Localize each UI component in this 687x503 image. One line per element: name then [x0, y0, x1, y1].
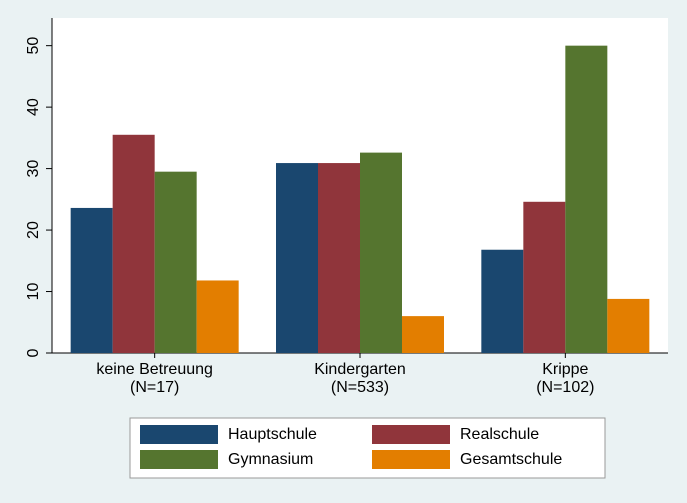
legend-label: Realschule [460, 426, 539, 443]
legend-swatch [140, 450, 218, 469]
bar [481, 249, 524, 353]
x-tick-label: (N=17) [130, 379, 179, 396]
y-tick-label: 30 [25, 160, 42, 178]
legend-swatch [372, 425, 450, 444]
legend-label: Gesamtschule [460, 451, 562, 468]
bar [112, 134, 155, 353]
legend-label: Hauptschule [228, 426, 317, 443]
y-tick-label: 40 [25, 98, 42, 116]
bar [70, 207, 113, 353]
bar [360, 152, 402, 353]
bar [402, 316, 444, 353]
bar [196, 280, 239, 353]
x-tick-label: keine Betreuung [96, 361, 213, 378]
y-tick-label: 20 [25, 221, 42, 239]
legend-label: Gymnasium [228, 451, 313, 468]
legend-swatch [140, 425, 218, 444]
bar [276, 163, 318, 353]
bar [154, 171, 197, 353]
bar [318, 163, 360, 353]
x-tick-label: (N=102) [536, 379, 594, 396]
bar [565, 45, 608, 353]
y-tick-label: 50 [25, 37, 42, 55]
x-tick-label: Kindergarten [314, 361, 406, 378]
y-tick-label: 10 [25, 283, 42, 301]
y-tick-label: 0 [25, 348, 42, 357]
bar [607, 298, 650, 353]
bar [523, 201, 566, 353]
x-tick-label: (N=533) [331, 379, 389, 396]
legend-swatch [372, 450, 450, 469]
x-tick-label: Krippe [542, 361, 588, 378]
